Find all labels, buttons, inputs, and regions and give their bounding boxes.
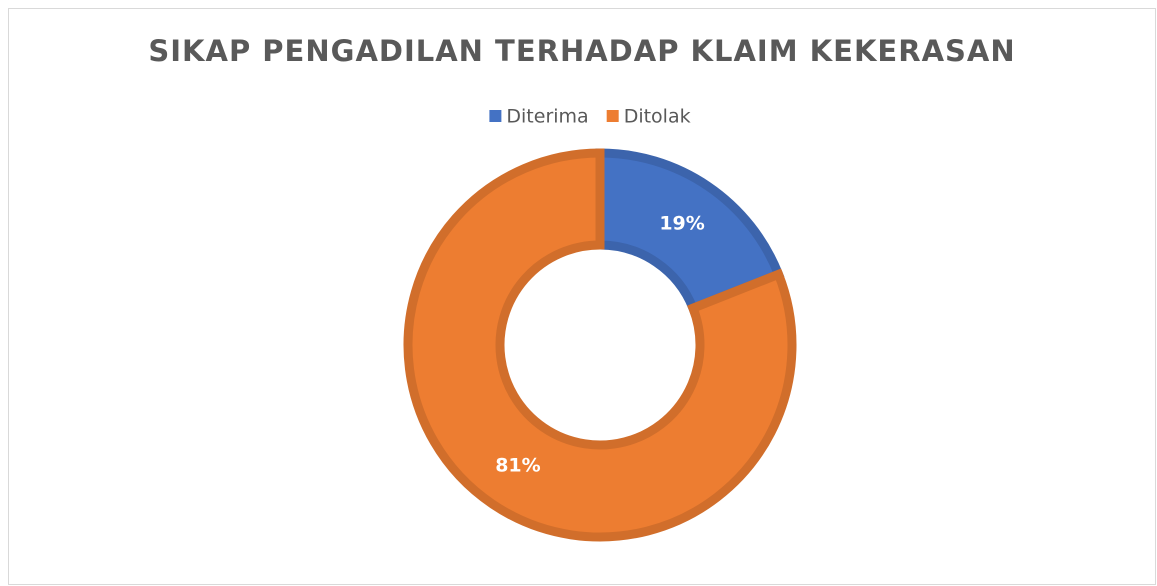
donut-segment xyxy=(403,148,797,542)
legend-item: Diterima xyxy=(489,106,589,128)
donut-segment xyxy=(595,148,785,315)
plot: 19% 81% xyxy=(403,148,797,542)
legend: Diterima Ditolak xyxy=(489,106,691,128)
chart-title: SIKAP PENGADILAN TERHADAP KLAIM KEKERASA… xyxy=(148,34,1015,68)
data-label: 81% xyxy=(495,454,540,476)
legend-label: Diterima xyxy=(506,106,588,128)
legend-swatch xyxy=(606,110,619,122)
data-label: 19% xyxy=(659,213,704,235)
legend-item: Ditolak xyxy=(606,106,691,128)
legend-swatch xyxy=(489,110,502,122)
legend-label: Ditolak xyxy=(624,106,691,128)
